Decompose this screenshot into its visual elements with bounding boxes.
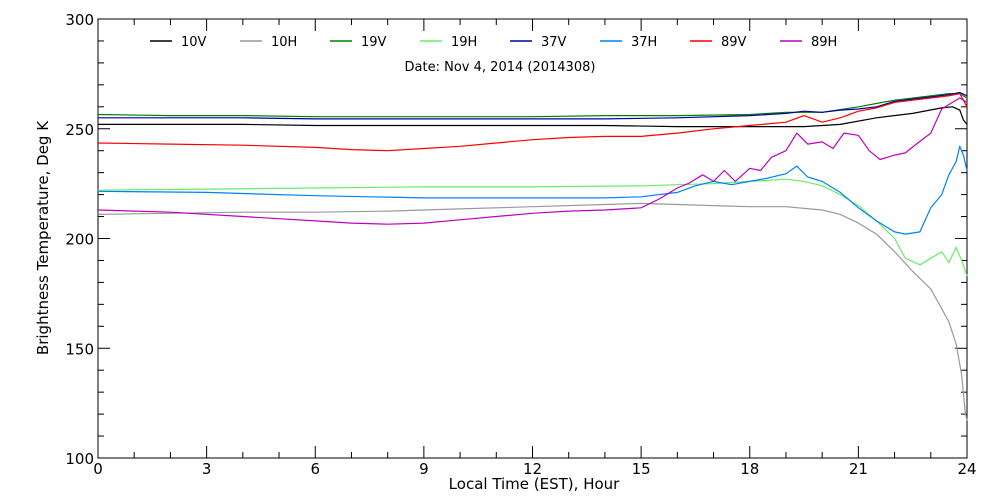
x-tick-label: 3 (202, 460, 212, 478)
x-tick-label: 6 (310, 460, 320, 478)
x-axis-title: Local Time (EST), Hour (449, 475, 620, 493)
x-tick-label: 15 (632, 460, 651, 478)
chart-title: Date: Nov 4, 2014 (2014308) (405, 60, 596, 75)
y-tick-label: 300 (65, 11, 94, 29)
y-tick-label: 200 (65, 231, 94, 249)
plot-frame (97, 18, 968, 459)
x-tick-label: 0 (93, 460, 103, 478)
axis-ticks: 0 3 6 9 12 15 18 21 24 100 150 200 250 300 (65, 11, 976, 478)
series-lines (97, 91, 968, 421)
legend-label-37v: 37V (541, 35, 567, 50)
legend-label-89v: 89V (721, 35, 747, 50)
legend-label-37h: 37H (631, 35, 657, 50)
x-tick-label: 24 (957, 460, 976, 478)
series-line-19h (97, 178, 968, 276)
series-line-37h (97, 145, 968, 235)
plot-area (97, 18, 968, 459)
y-tick-label: 100 (65, 450, 94, 468)
series-line-10v (98, 106, 968, 128)
legend-label-10v: 10V (181, 35, 207, 50)
y-tick-label: 250 (65, 121, 94, 139)
series-line-89h (97, 97, 968, 225)
y-tick-label: 150 (65, 340, 94, 358)
x-tick-label: 18 (740, 460, 759, 478)
legend: 10V 10H 19V 19H 37V 37H 89V 89H (150, 35, 837, 50)
legend-label-10h: 10H (271, 35, 297, 50)
x-tick-label: 21 (849, 460, 868, 478)
legend-label-89h: 89H (811, 35, 837, 50)
x-tick-label: 12 (523, 460, 542, 478)
legend-label-19v: 19V (361, 35, 387, 50)
series-line-10h (97, 202, 968, 421)
legend-label-19h: 19H (451, 35, 477, 50)
series-line-89v (97, 92, 968, 152)
series-line-19v (97, 92, 968, 118)
x-tick-label: 9 (419, 460, 429, 478)
y-axis-title: Brightness Temperature, Deg K (34, 120, 52, 355)
series-line-37v (98, 91, 968, 120)
